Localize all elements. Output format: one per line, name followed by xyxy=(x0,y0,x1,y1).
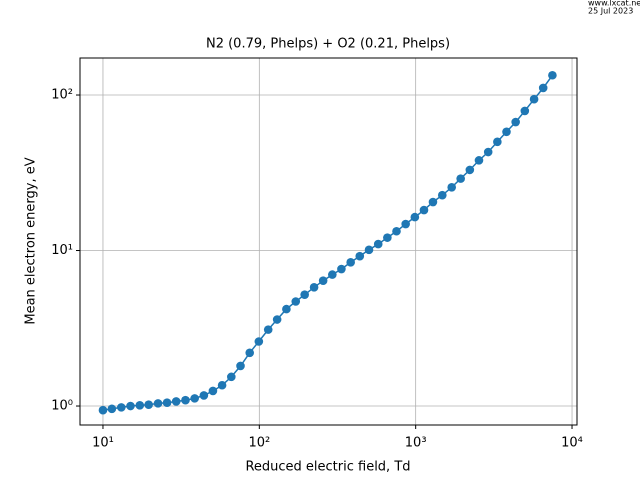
data-point xyxy=(282,304,291,314)
data-point xyxy=(227,372,236,382)
x-tick-label: 10⁴ xyxy=(561,436,583,451)
data-point xyxy=(474,156,484,165)
watermark-date: 25 Jul 2023 xyxy=(588,7,633,16)
data-point xyxy=(300,290,309,299)
data-point xyxy=(447,183,457,192)
data-point xyxy=(135,401,145,410)
data-point xyxy=(107,404,117,414)
data-point xyxy=(355,251,365,261)
series-line xyxy=(102,74,554,411)
data-point xyxy=(401,219,410,229)
data-point xyxy=(346,257,355,267)
data-point xyxy=(181,395,190,405)
data-point xyxy=(126,401,135,411)
data-point xyxy=(548,70,557,80)
data-point xyxy=(383,233,392,242)
x-tick-label: 10² xyxy=(248,436,270,451)
data-point xyxy=(337,264,346,274)
y-tick-label: 10⁰ xyxy=(51,399,73,414)
data-point xyxy=(98,405,108,415)
data-point xyxy=(529,94,539,104)
data-point xyxy=(428,197,438,207)
chart-title: N2 (0.79, Phelps) + O2 (0.21, Phelps) xyxy=(206,37,450,52)
data-point xyxy=(511,117,520,127)
plot-frame xyxy=(79,57,578,426)
data-point xyxy=(520,106,530,116)
y-axis-label: Mean electron energy, eV xyxy=(24,157,39,324)
data-point xyxy=(483,147,493,157)
data-point xyxy=(437,190,447,200)
data-point xyxy=(217,380,227,390)
data-point xyxy=(465,165,475,175)
x-axis-label: Reduced electric field, Td xyxy=(245,460,410,475)
data-point xyxy=(190,394,199,403)
data-point xyxy=(502,127,511,137)
data-point xyxy=(144,400,153,409)
data-point xyxy=(199,391,209,400)
data-point xyxy=(493,137,502,147)
data-point xyxy=(364,245,374,255)
data-point xyxy=(538,83,548,93)
data-point xyxy=(171,397,181,406)
y-tick-label: 10² xyxy=(51,88,73,103)
data-point xyxy=(373,239,383,249)
data-point xyxy=(117,403,126,412)
data-point xyxy=(309,283,319,292)
data-point xyxy=(328,270,337,279)
data-point xyxy=(272,315,282,324)
data-point xyxy=(208,386,218,396)
data-point xyxy=(419,205,429,215)
data-point xyxy=(236,361,245,371)
x-tick-label: 10¹ xyxy=(92,436,114,451)
data-point xyxy=(153,399,163,408)
data-point xyxy=(254,337,264,346)
data-point xyxy=(162,398,172,408)
data-point xyxy=(392,226,401,236)
data-point xyxy=(456,174,465,183)
watermark-site: www.lxcat.net xyxy=(588,0,640,8)
data-point xyxy=(245,348,255,358)
x-tick-label: 10³ xyxy=(405,436,427,451)
data-point xyxy=(318,276,328,285)
data-point xyxy=(410,212,420,222)
data-point xyxy=(291,297,301,306)
y-tick-label: 10¹ xyxy=(51,243,73,258)
data-point xyxy=(263,325,273,334)
